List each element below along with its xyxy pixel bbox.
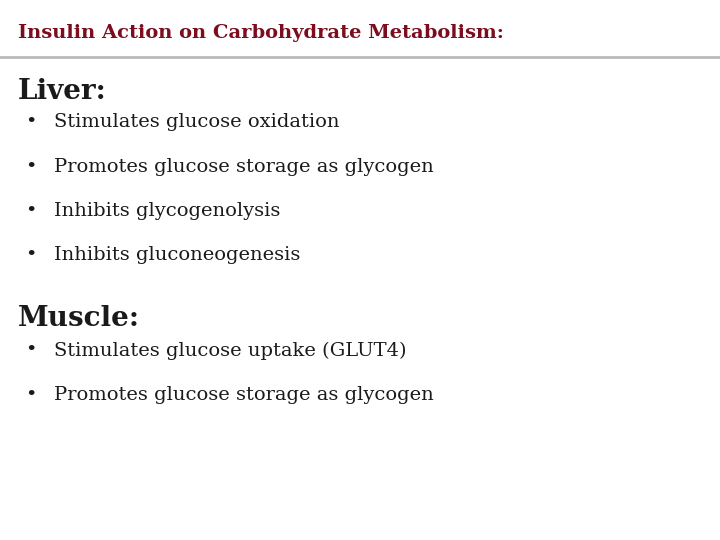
Text: •: • [25, 158, 37, 176]
Text: Stimulates glucose uptake (GLUT4): Stimulates glucose uptake (GLUT4) [54, 341, 407, 360]
Text: •: • [25, 341, 37, 359]
Text: Promotes glucose storage as glycogen: Promotes glucose storage as glycogen [54, 386, 433, 403]
Text: Stimulates glucose oxidation: Stimulates glucose oxidation [54, 113, 340, 131]
Text: Liver:: Liver: [18, 78, 107, 105]
Text: Insulin Action on Carbohydrate Metabolism:: Insulin Action on Carbohydrate Metabolis… [18, 24, 504, 42]
Text: •: • [25, 113, 37, 131]
Text: Inhibits glycogenolysis: Inhibits glycogenolysis [54, 202, 280, 220]
Text: Promotes glucose storage as glycogen: Promotes glucose storage as glycogen [54, 158, 433, 176]
Text: Inhibits gluconeogenesis: Inhibits gluconeogenesis [54, 246, 300, 264]
Text: Muscle:: Muscle: [18, 305, 140, 332]
Text: •: • [25, 386, 37, 403]
Text: •: • [25, 246, 37, 264]
Text: •: • [25, 202, 37, 220]
